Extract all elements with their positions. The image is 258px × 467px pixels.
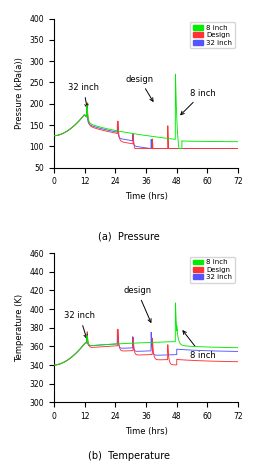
- Text: 32 inch: 32 inch: [64, 311, 95, 338]
- Text: (a)  Pressure: (a) Pressure: [98, 231, 160, 241]
- X-axis label: Time (hrs): Time (hrs): [125, 192, 167, 201]
- Text: design: design: [123, 286, 151, 322]
- Text: 8 inch: 8 inch: [181, 89, 215, 115]
- Y-axis label: Temperature (K): Temperature (K): [15, 294, 24, 362]
- X-axis label: Time (hrs): Time (hrs): [125, 427, 167, 436]
- Text: design: design: [126, 75, 154, 101]
- Legend: 8 inch, Design, 32 inch: 8 inch, Design, 32 inch: [190, 256, 235, 283]
- Text: 32 inch: 32 inch: [68, 83, 99, 108]
- Y-axis label: Pressure (kPa(a)): Pressure (kPa(a)): [15, 57, 24, 129]
- Text: 8 inch: 8 inch: [183, 331, 215, 360]
- Legend: 8 inch, Design, 32 inch: 8 inch, Design, 32 inch: [190, 22, 235, 48]
- Text: (b)  Temperature: (b) Temperature: [88, 452, 170, 461]
